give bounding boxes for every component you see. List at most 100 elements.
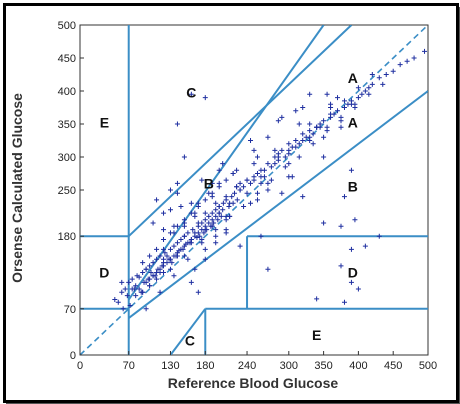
data-point: [127, 303, 133, 308]
y-tick-label: 250: [58, 185, 76, 197]
y-axis-ticks: 0 70 180 250 300 350 400 450 500: [58, 20, 84, 362]
zone-label-d: D: [99, 265, 109, 281]
data-point: [341, 299, 347, 305]
data-point: [366, 85, 372, 91]
zone-label-e: E: [100, 115, 109, 131]
y-axis-label: Orsense Calculated Glucose: [9, 93, 25, 283]
data-point: [411, 55, 417, 61]
data-point: [355, 85, 361, 91]
data-point: [115, 299, 121, 305]
data-point: [352, 217, 358, 223]
data-point: [195, 230, 201, 236]
y-tick-label: 500: [58, 20, 76, 32]
zone-label-c: C: [185, 332, 195, 348]
data-point: [397, 62, 403, 68]
data-point: [338, 223, 344, 229]
data-point: [265, 134, 271, 140]
data-point: [254, 154, 260, 160]
data-point: [272, 161, 278, 167]
data-point: [147, 263, 153, 269]
x-tick-label: 130: [161, 360, 179, 372]
data-point: [195, 289, 201, 295]
y-tick-label: 300: [58, 152, 76, 164]
data-point: [162, 250, 168, 256]
data-point: [185, 230, 191, 236]
data-point: [202, 227, 208, 233]
zone-label-a: A: [348, 70, 358, 86]
data-point: [324, 91, 330, 97]
data-point: [251, 147, 257, 153]
data-point: [234, 197, 240, 203]
data-point: [181, 233, 187, 239]
data-point: [348, 246, 354, 252]
data-point: [241, 204, 247, 209]
data-point: [237, 243, 243, 249]
data-point: [223, 177, 229, 183]
data-point: [254, 197, 260, 203]
data-point: [167, 246, 173, 252]
data-point: [213, 200, 219, 206]
data-point: [223, 227, 229, 233]
zone-boundary-line: [128, 90, 428, 319]
data-point: [216, 210, 222, 216]
data-point: [314, 124, 320, 130]
data-point: [174, 253, 180, 259]
data-point: [275, 154, 281, 160]
data-point: [293, 144, 299, 150]
y-tick-label: 0: [70, 350, 76, 362]
data-point: [422, 48, 428, 54]
data-point: [188, 200, 194, 206]
data-point: [234, 167, 240, 173]
x-tick-label: 240: [238, 360, 256, 372]
data-point: [390, 68, 396, 74]
data-point: [206, 220, 212, 226]
data-point: [328, 101, 334, 107]
data-point: [209, 223, 215, 229]
data-point: [376, 75, 382, 81]
data-point: [265, 266, 271, 272]
data-point: [136, 286, 142, 292]
zone-label-c: C: [186, 84, 196, 100]
data-point: [202, 210, 208, 216]
data-point: [220, 161, 226, 167]
data-point: [300, 105, 306, 110]
data-point: [293, 138, 299, 143]
data-point: [272, 147, 278, 153]
data-point: [167, 207, 173, 213]
zone-label-b: B: [204, 175, 214, 191]
data-point: [161, 237, 167, 242]
data-point: [286, 161, 292, 167]
data-point: [147, 283, 153, 289]
x-tick-label: 70: [123, 360, 135, 372]
data-point: [348, 167, 354, 173]
data-point: [161, 246, 167, 252]
data-point: [126, 279, 132, 285]
y-tick-label: 180: [58, 231, 76, 243]
data-point: [174, 121, 180, 127]
x-tick-label: 180: [196, 360, 214, 372]
data-point: [338, 124, 344, 130]
data-point: [404, 58, 410, 64]
x-tick-label: 450: [384, 360, 402, 372]
data-point: [213, 207, 219, 213]
data-point: [181, 154, 187, 160]
data-point: [296, 121, 302, 127]
zone-boundary-line: [169, 308, 207, 355]
data-point: [122, 286, 128, 292]
data-point: [178, 237, 184, 242]
data-point: [241, 184, 247, 190]
data-point: [321, 134, 327, 140]
data-point: [143, 266, 149, 272]
x-tick-label: 500: [419, 360, 437, 372]
data-point: [293, 108, 299, 114]
plot-border: [79, 24, 429, 356]
data-point: [213, 213, 219, 219]
data-point: [209, 180, 215, 186]
data-point: [286, 174, 292, 180]
data-point: [380, 81, 386, 87]
data-point: [218, 213, 224, 219]
data-point: [181, 243, 187, 249]
data-point: [209, 194, 215, 200]
data-point: [161, 256, 167, 262]
data-point: [223, 213, 229, 219]
